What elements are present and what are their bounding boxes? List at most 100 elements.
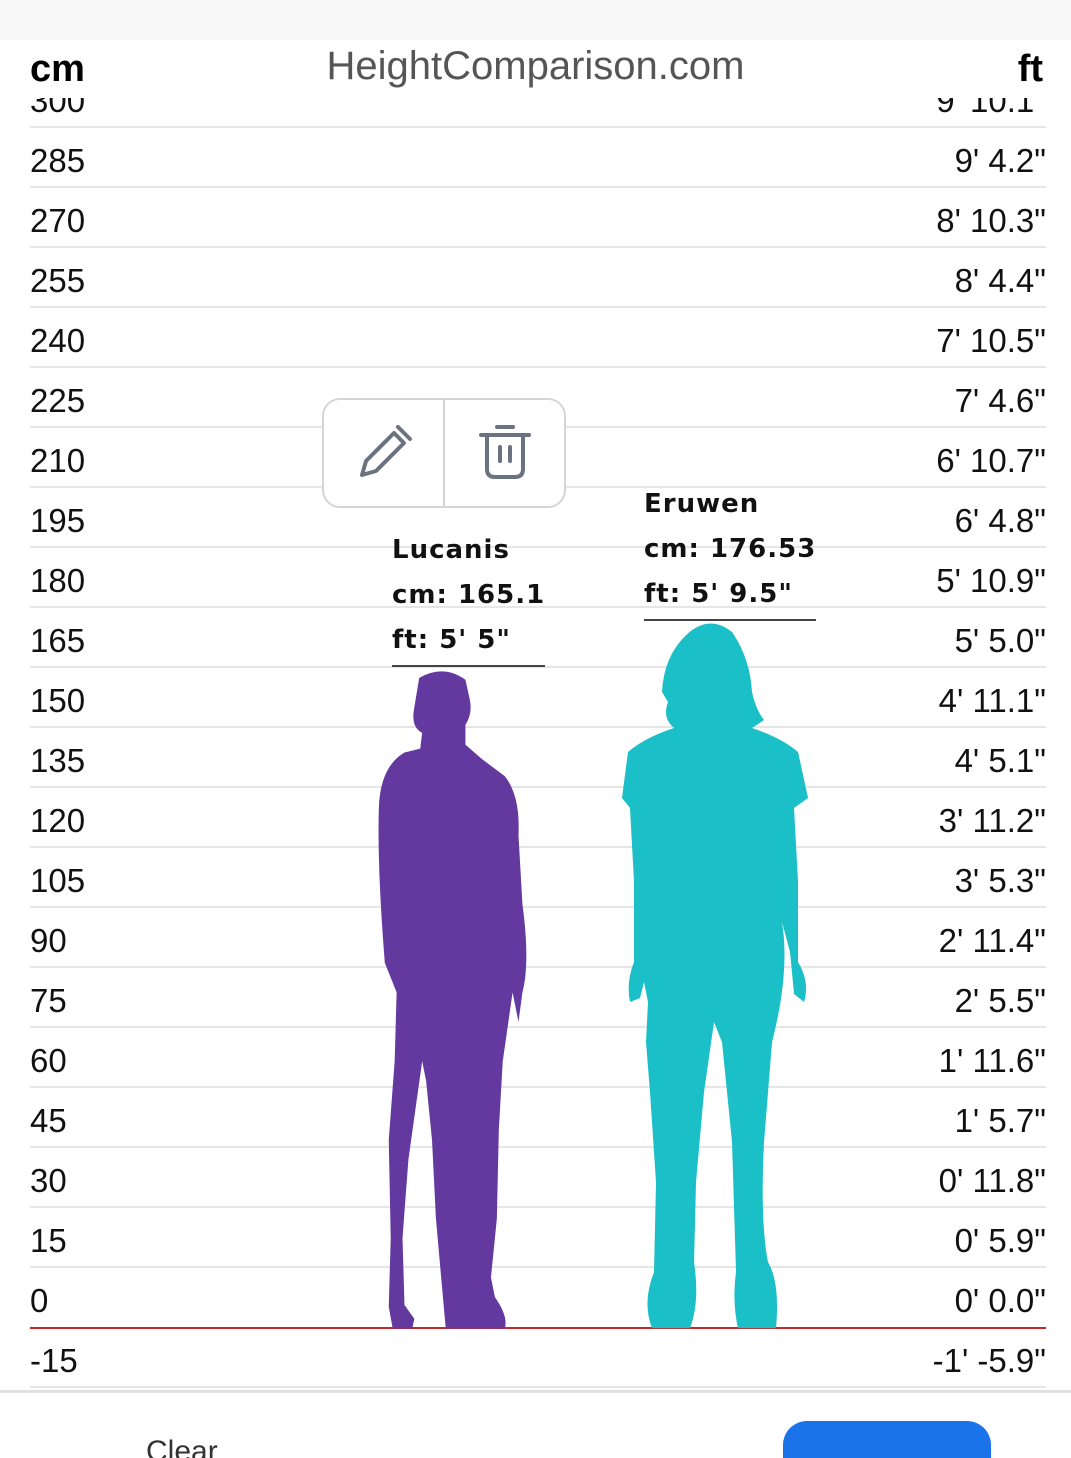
cm-tick-label: 195	[30, 502, 86, 539]
ft-tick-label: 8' 4.4"	[954, 262, 1046, 299]
cm-tick-label: 240	[30, 322, 86, 359]
ft-tick-label: 6' 10.7"	[936, 442, 1046, 479]
person-cm: cm: 165.1	[392, 579, 546, 610]
person-actions-popover	[322, 398, 566, 508]
gridline	[30, 966, 1046, 968]
delete-button[interactable]	[443, 400, 564, 506]
cm-tick-label: 225	[30, 382, 86, 419]
trash-icon	[478, 425, 531, 479]
gridline	[30, 1386, 1046, 1388]
gridline	[30, 546, 1046, 548]
ft-tick-label: -1' -5.9"	[932, 1342, 1046, 1379]
gridline	[30, 1266, 1046, 1268]
scale-row: 270 8' 10.3"	[30, 188, 1046, 248]
height-marker-line	[392, 664, 546, 667]
scale-row: 15 0' 5.9"	[30, 1208, 1046, 1268]
ft-tick-label: 2' 5.5"	[954, 982, 1046, 1019]
gridline	[30, 366, 1046, 368]
cm-tick-label: 120	[30, 802, 86, 839]
ft-tick-label: 4' 5.1"	[954, 742, 1046, 779]
person-silhouette[interactable]	[622, 622, 810, 1342]
ground-line	[30, 1327, 1046, 1329]
cm-tick-label: 0	[30, 1282, 49, 1319]
scale-row: 45 1' 5.7"	[30, 1088, 1046, 1148]
ft-tick-label: 7' 10.5"	[936, 322, 1046, 359]
cm-tick-label: 15	[30, 1222, 67, 1259]
gridline	[30, 906, 1046, 908]
cm-tick-label: 270	[30, 202, 86, 239]
scale-row: 90 2' 11.4"	[30, 908, 1046, 968]
cm-tick-label: 45	[30, 1102, 67, 1139]
gridline	[30, 246, 1046, 248]
cm-tick-label: 150	[30, 682, 86, 719]
pencil-icon	[359, 425, 412, 477]
gridline	[30, 1026, 1046, 1028]
bottom-toolbar: Clear	[0, 1390, 1071, 1458]
scale-row: 30 0' 11.8"	[30, 1148, 1046, 1208]
scale-row: 150 4' 11.1"	[30, 668, 1046, 728]
unit-ft-label: ft	[1017, 48, 1043, 90]
site-title: HeightComparison.com	[326, 44, 745, 88]
scale-row: 240 7' 10.5"	[30, 308, 1046, 368]
gridline	[30, 1146, 1046, 1148]
gridline	[30, 1206, 1046, 1208]
person-label: Eruwen cm: 176.53 ft: 5' 9.5"	[644, 482, 817, 621]
cm-tick-label: 285	[30, 142, 86, 179]
ft-tick-label: 7' 4.6"	[954, 382, 1046, 419]
ft-tick-label: 0' 5.9"	[954, 1222, 1046, 1259]
gridline	[30, 306, 1046, 308]
ft-tick-label: 1' 5.7"	[954, 1102, 1046, 1139]
ft-tick-label: 4' 11.1"	[938, 682, 1046, 719]
cm-tick-label: -15	[30, 1342, 78, 1379]
scale-row: 180 5' 10.9"	[30, 548, 1046, 608]
cm-tick-label: 105	[30, 862, 86, 899]
unit-cm-label: cm	[30, 48, 85, 90]
ft-tick-label: 2' 11.4"	[938, 922, 1046, 959]
ft-tick-label: 8' 10.3"	[936, 202, 1046, 239]
female-silhouette-shape	[622, 623, 809, 1328]
scale-row: 135 4' 5.1"	[30, 728, 1046, 788]
ft-tick-label: 0' 0.0"	[954, 1282, 1046, 1319]
gridline	[30, 1086, 1046, 1088]
person-name: Eruwen	[644, 488, 760, 519]
scale-row: 165 5' 5.0"	[30, 608, 1046, 668]
person-cm: cm: 176.53	[644, 533, 817, 564]
cm-tick-label: 135	[30, 742, 86, 779]
cm-tick-label: 255	[30, 262, 86, 299]
edit-button[interactable]	[324, 400, 443, 506]
ft-tick-label: 0' 11.8"	[938, 1162, 1046, 1199]
scale-row: 195 6' 4.8"	[30, 488, 1046, 548]
scale-row: 285 9' 4.2"	[30, 128, 1046, 188]
gridline	[30, 606, 1046, 608]
person-silhouette[interactable]	[375, 668, 532, 1342]
ft-tick-label: 1' 11.6"	[938, 1042, 1046, 1079]
gridline	[30, 786, 1046, 788]
ft-tick-label: 5' 10.9"	[936, 562, 1046, 599]
cm-tick-label: 75	[30, 982, 67, 1019]
scale-row: 105 3' 5.3"	[30, 848, 1046, 908]
clear-button[interactable]: Clear	[146, 1435, 218, 1458]
scale-row: 60 1' 11.6"	[30, 1028, 1046, 1088]
cm-tick-label: 165	[30, 622, 86, 659]
height-marker-line	[644, 618, 817, 621]
gridline	[30, 666, 1046, 668]
primary-action-button[interactable]	[783, 1421, 991, 1458]
ft-tick-label: 3' 5.3"	[954, 862, 1046, 899]
scale-row: -15 -1' -5.9"	[30, 1328, 1046, 1388]
ft-tick-label: 3' 11.2"	[938, 802, 1046, 839]
gridline	[30, 846, 1046, 848]
person-label: Lucanis cm: 165.1 ft: 5' 5"	[392, 528, 546, 667]
cm-tick-label: 90	[30, 922, 67, 959]
gridline	[30, 186, 1046, 188]
height-chart: cm HeightComparison.com ft 300 9' 10.1" …	[0, 40, 1071, 1390]
scale-row: 255 8' 4.4"	[30, 248, 1046, 308]
person-name: Lucanis	[392, 534, 510, 565]
person-ft: ft: 5' 9.5"	[644, 578, 793, 609]
ft-tick-label: 5' 5.0"	[954, 622, 1046, 659]
chart-header: cm HeightComparison.com ft	[0, 40, 1071, 98]
ft-tick-label: 9' 4.2"	[954, 142, 1046, 179]
ft-tick-label: 6' 4.8"	[954, 502, 1046, 539]
person-ft: ft: 5' 5"	[392, 624, 511, 655]
status-bar-area	[0, 0, 1071, 40]
scale-row: 0 0' 0.0"	[30, 1268, 1046, 1328]
